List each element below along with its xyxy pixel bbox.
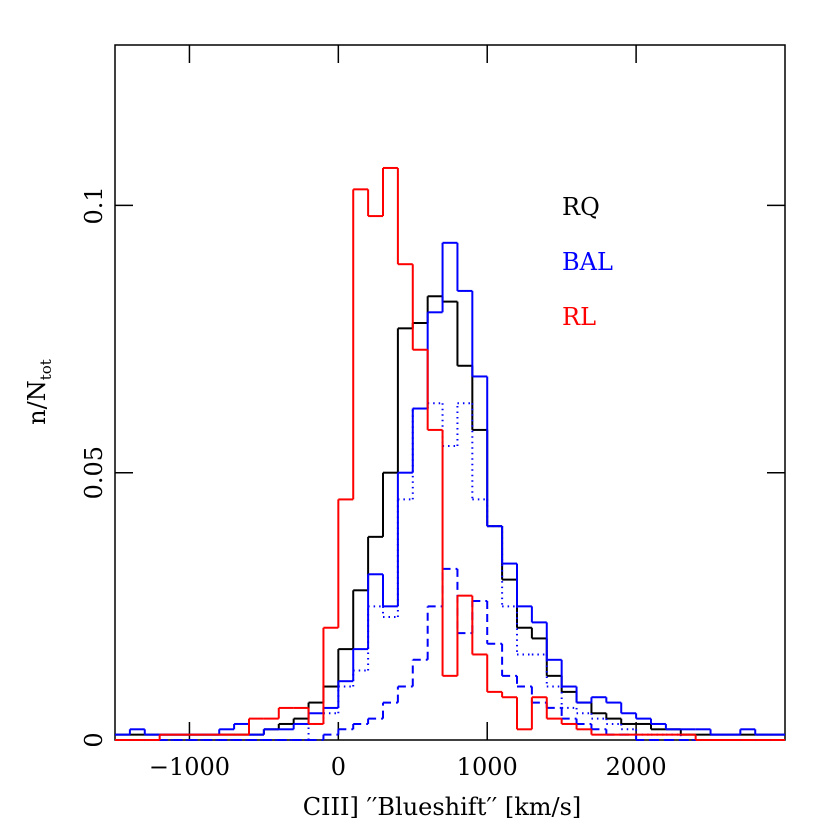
legend-label: BAL: [562, 248, 613, 276]
legend-label: RQ: [562, 193, 600, 221]
x-tick-label: −1000: [149, 753, 230, 781]
x-tick-label: 1000: [457, 753, 518, 781]
y-axis-label: n/Ntot: [23, 359, 55, 425]
y-tick-label: 0.05: [80, 446, 108, 499]
x-tick-label: 0: [331, 753, 346, 781]
legend-label: RL: [562, 303, 596, 331]
x-tick-label: 2000: [606, 753, 667, 781]
y-tick-label: 0: [80, 732, 108, 747]
x-axis-label: CIII] ′′Blueshift′′ [km/s]: [303, 793, 582, 821]
plot-frame: [114, 44, 786, 741]
y-axis-label-main: n/N: [23, 380, 51, 425]
y-axis-label-sub: tot: [37, 359, 55, 380]
y-tick-label: 0.1: [80, 186, 108, 224]
